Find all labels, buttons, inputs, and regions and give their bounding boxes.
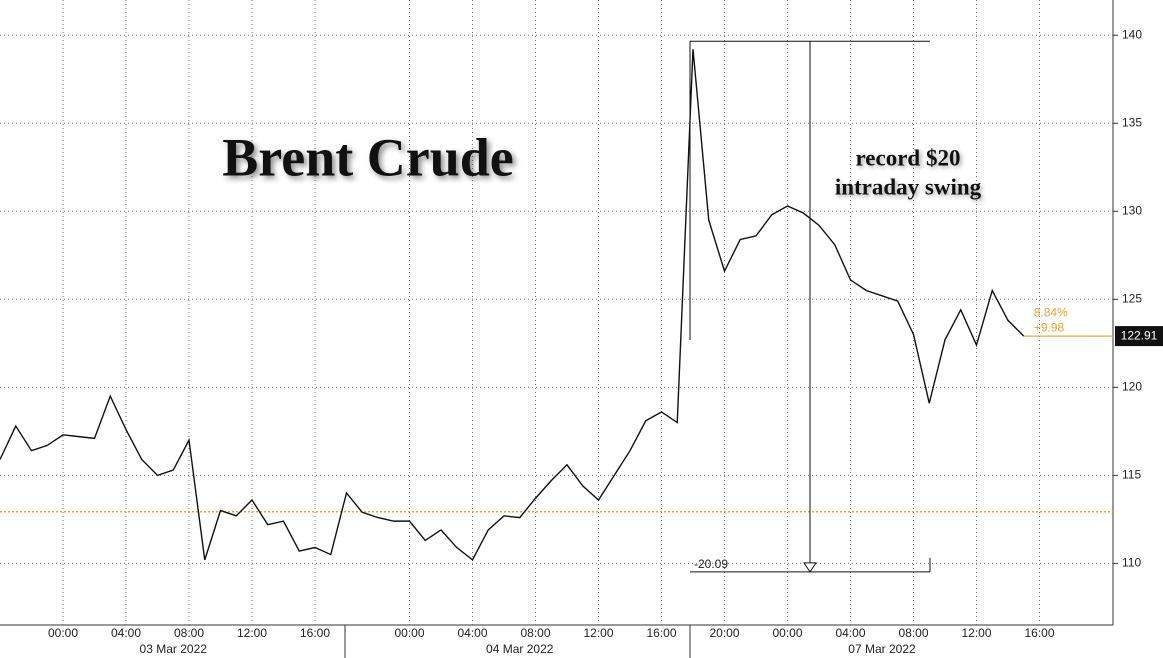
- x-tick-label: 12:00: [961, 626, 991, 640]
- x-tick-label: 00:00: [48, 626, 78, 640]
- x-tick-label: 12:00: [237, 626, 267, 640]
- x-tick-label: 04:00: [457, 626, 487, 640]
- y-tick-label: 110: [1122, 556, 1141, 570]
- y-tick-label: 125: [1122, 291, 1142, 305]
- x-tick-label: 16:00: [646, 626, 676, 640]
- date-label: 04 Mar 2022: [486, 642, 554, 656]
- date-label: 03 Mar 2022: [140, 642, 208, 656]
- x-tick-label: 08:00: [520, 626, 550, 640]
- y-tick-label: 140: [1122, 27, 1142, 41]
- swing-label: -20.09: [694, 557, 728, 571]
- x-tick-label: 16:00: [300, 626, 330, 640]
- price-line: [0, 49, 1025, 561]
- annotation: intraday swing: [835, 174, 982, 199]
- y-tick-label: 135: [1122, 115, 1142, 129]
- swing-arrow-head: [803, 562, 817, 573]
- change-label: +9.98: [1034, 320, 1065, 334]
- annotation: record $20: [856, 145, 961, 170]
- x-tick-label: 04:00: [835, 626, 865, 640]
- x-tick-label: 00:00: [772, 626, 802, 640]
- x-tick-label: 08:00: [174, 626, 204, 640]
- x-tick-label: 20:00: [709, 626, 739, 640]
- x-tick-label: 16:00: [1024, 626, 1054, 640]
- y-tick-label: 115: [1122, 468, 1141, 482]
- y-tick-label: 130: [1122, 203, 1142, 217]
- x-tick-label: 04:00: [111, 626, 141, 640]
- change-label: 8.84%: [1034, 305, 1068, 319]
- x-tick-label: 12:00: [583, 626, 613, 640]
- x-tick-label: 08:00: [898, 626, 928, 640]
- chart-title: Brent Crude: [222, 127, 514, 187]
- date-label: 07 Mar 2022: [848, 642, 916, 656]
- last-value-label: 122.91: [1121, 328, 1158, 342]
- last-value-tag: [1115, 326, 1163, 347]
- y-tick-label: 120: [1122, 379, 1142, 393]
- x-tick-label: 00:00: [394, 626, 424, 640]
